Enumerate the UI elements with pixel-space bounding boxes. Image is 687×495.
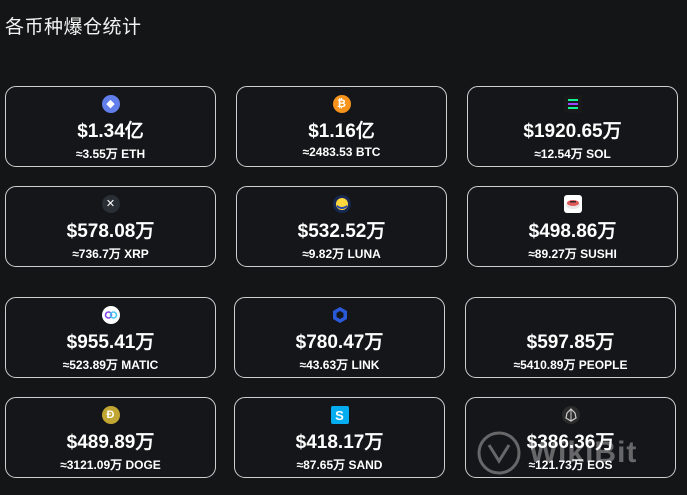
liquidation-quantity: ≈5410.89万 PEOPLE — [513, 358, 628, 372]
sandbox-icon: S — [330, 406, 349, 424]
liquidation-amount: $597.85万 — [526, 332, 615, 353]
coin-card-sol[interactable]: $1920.65万 ≈12.54万 SOL — [467, 86, 678, 167]
liquidation-quantity: ≈43.63万 LINK — [299, 358, 380, 372]
coin-card-xrp[interactable]: ✕ $578.08万 ≈736.7万 XRP — [5, 186, 216, 267]
liquidation-quantity: ≈89.27万 SUSHI — [528, 247, 617, 261]
liquidation-amount: $1.16亿 — [308, 121, 375, 142]
coin-card-doge[interactable]: Ð $489.89万 ≈3121.09万 DOGE — [5, 397, 216, 478]
coin-card-matic[interactable]: $955.41万 ≈523.89万 MATIC — [5, 297, 216, 378]
liquidation-amount: $1.34亿 — [77, 121, 144, 142]
liquidation-quantity: ≈3121.09万 DOGE — [60, 458, 161, 472]
liquidation-quantity: ≈523.89万 MATIC — [62, 358, 159, 372]
coin-card-eos[interactable]: $386.36万 ≈121.73万 EOS — [465, 397, 676, 478]
xrp-icon: ✕ — [101, 195, 120, 213]
liquidation-amount: $489.89万 — [66, 432, 155, 453]
liquidation-amount: $780.47万 — [295, 332, 384, 353]
dogecoin-icon: Ð — [101, 406, 120, 424]
liquidation-amount: $955.41万 — [66, 332, 155, 353]
coin-card-link[interactable]: $780.47万 ≈43.63万 LINK — [234, 297, 445, 378]
coin-card-people[interactable]: $597.85万 ≈5410.89万 PEOPLE — [465, 297, 676, 378]
bitcoin-icon: ₿ — [332, 95, 351, 113]
liquidation-amount: $418.17万 — [295, 432, 384, 453]
liquidation-quantity: ≈9.82万 LUNA — [302, 247, 381, 261]
liquidation-amount: $578.08万 — [66, 221, 155, 242]
liquidation-amount: $498.86万 — [528, 221, 617, 242]
liquidation-quantity: ≈121.73万 EOS — [528, 458, 613, 472]
polygon-icon — [101, 306, 120, 324]
luna-icon — [332, 195, 351, 213]
liquidation-quantity: ≈736.7万 XRP — [72, 247, 149, 261]
coin-card-sand[interactable]: S $418.17万 ≈87.65万 SAND — [234, 397, 445, 478]
coin-card-luna[interactable]: $532.52万 ≈9.82万 LUNA — [236, 186, 447, 267]
liquidation-amount: $532.52万 — [297, 221, 386, 242]
sushi-icon — [563, 195, 582, 213]
chainlink-icon — [331, 306, 349, 324]
liquidation-amount: $1920.65万 — [523, 121, 622, 142]
coin-card-sushi[interactable]: $498.86万 ≈89.27万 SUSHI — [467, 186, 678, 267]
page-title: 各币种爆仓统计 — [5, 17, 142, 38]
liquidation-quantity: ≈12.54万 SOL — [534, 147, 611, 161]
ethereum-icon: ◆ — [101, 95, 120, 113]
liquidation-amount: $386.36万 — [526, 432, 615, 453]
solana-icon — [563, 95, 582, 113]
coin-card-btc[interactable]: ₿ $1.16亿 ≈2483.53 BTC — [236, 86, 447, 167]
eos-icon — [561, 406, 580, 424]
liquidation-quantity: ≈3.55万 ETH — [75, 147, 146, 161]
coin-card-eth[interactable]: ◆ $1.34亿 ≈3.55万 ETH — [5, 86, 216, 167]
liquidation-quantity: ≈87.65万 SAND — [296, 458, 383, 472]
liquidation-quantity: ≈2483.53 BTC — [302, 145, 381, 159]
